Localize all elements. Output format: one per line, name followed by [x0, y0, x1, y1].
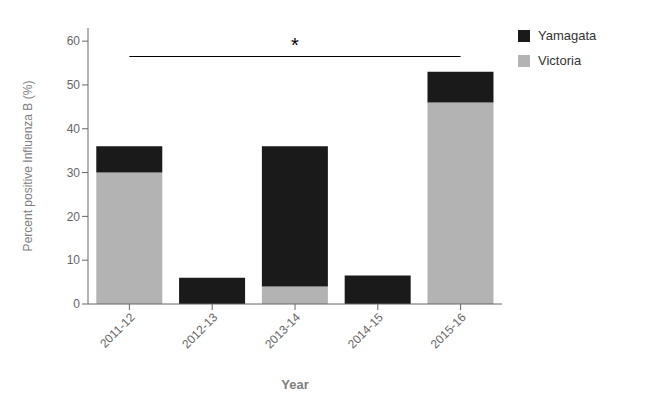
svg-text:2014-15: 2014-15	[345, 310, 386, 351]
svg-text:0: 0	[73, 297, 80, 311]
svg-text:10: 10	[67, 253, 81, 267]
svg-text:*: *	[291, 34, 299, 56]
svg-text:40: 40	[67, 122, 81, 136]
svg-text:2013-14: 2013-14	[262, 310, 303, 351]
svg-text:30: 30	[67, 166, 81, 180]
svg-text:20: 20	[67, 210, 81, 224]
html-text:Yamagata: Yamagata	[538, 28, 597, 43]
svg-text:2011-12: 2011-12	[97, 310, 138, 351]
svg-text:2015-16: 2015-16	[428, 310, 469, 351]
svg-text:Percent positive Influenza B (: Percent positive Influenza B (%)	[21, 81, 35, 252]
html-text:Victoria: Victoria	[538, 53, 582, 68]
svg-text:2012-13: 2012-13	[179, 310, 220, 351]
svg-text:50: 50	[67, 78, 81, 92]
svg-text:60: 60	[67, 34, 81, 48]
svg-text:Year: Year	[281, 377, 308, 392]
